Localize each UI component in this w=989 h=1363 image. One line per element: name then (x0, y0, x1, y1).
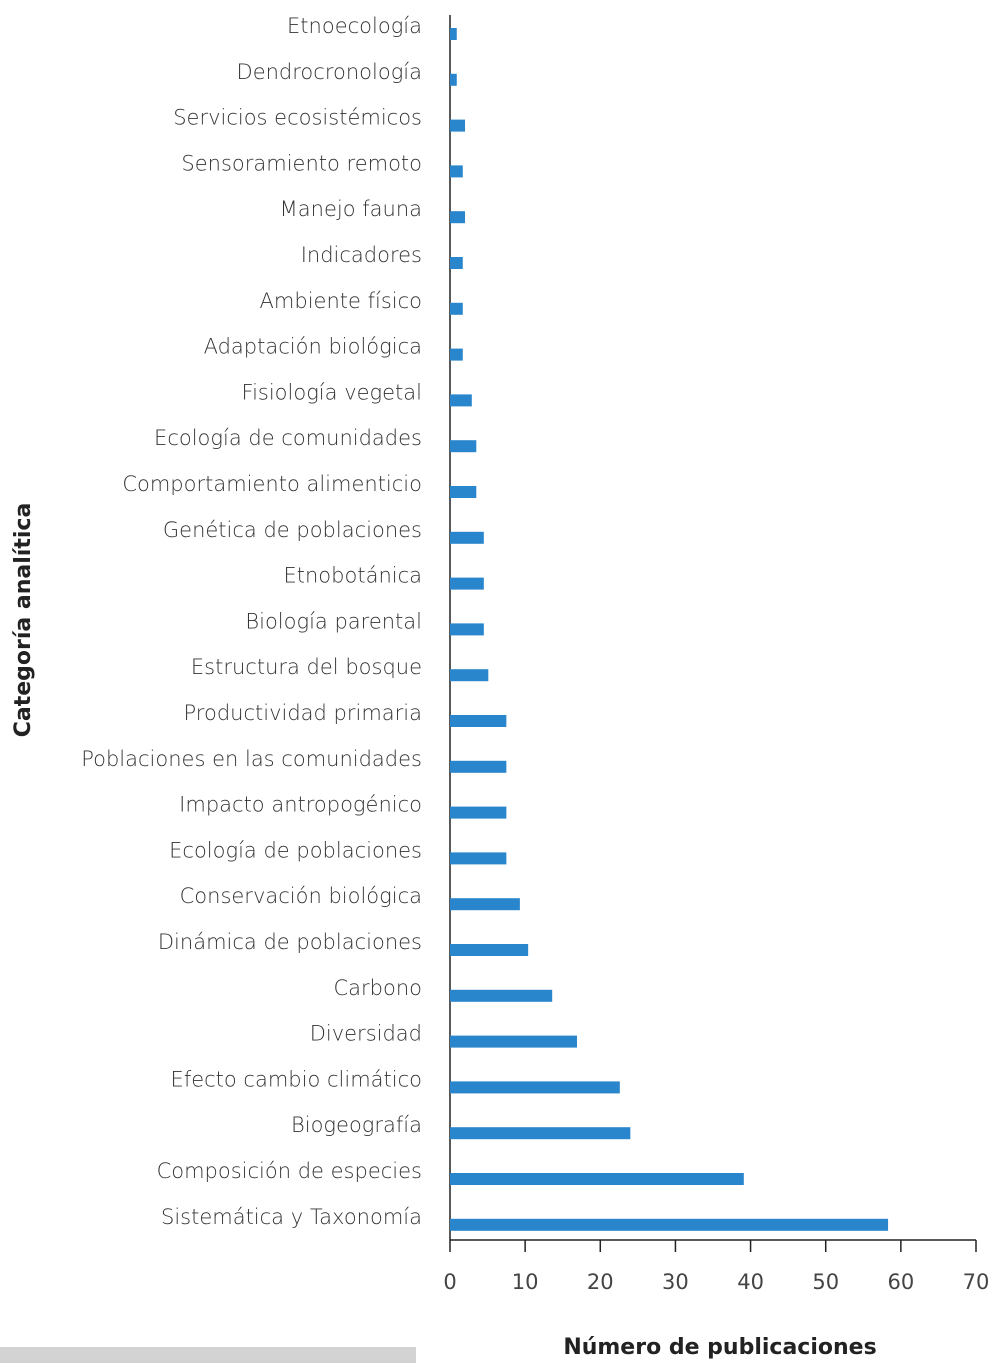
x-axis-label: Número de publicaciones (563, 1335, 876, 1360)
bar (450, 852, 507, 865)
bar (450, 944, 529, 956)
y-tick-label: Estructura del bosque (191, 655, 422, 679)
bar (450, 73, 457, 86)
bar (450, 302, 463, 315)
y-tick-label: Poblaciones en las comunidades (81, 747, 422, 771)
bar (450, 531, 484, 544)
x-tick-label: 10 (512, 1270, 539, 1294)
bar (450, 623, 484, 636)
y-tick-label: Composición de especies (157, 1159, 422, 1183)
x-tick-label: 50 (812, 1270, 839, 1294)
x-tick-label: 0 (443, 1270, 456, 1294)
bar (450, 394, 472, 407)
y-tick-label: Productividad primaria (184, 701, 423, 725)
y-tick-label: Comportamiento alimenticio (122, 472, 422, 496)
bar (450, 211, 466, 224)
bar (450, 1035, 577, 1048)
y-tick-label: Biología parental (245, 609, 422, 633)
bar (450, 577, 484, 590)
y-tick-label: Sistemática y Taxonomía (161, 1205, 422, 1229)
y-tick-label: Sensoramiento remoto (181, 151, 422, 175)
bar (450, 898, 520, 911)
bar (450, 1081, 620, 1094)
y-tick-label: Dendrocronología (237, 60, 422, 84)
y-tick-label: Adaptación biológica (204, 335, 422, 359)
footer-bar (0, 1347, 416, 1363)
y-tick-label: Servicios ecosistémicos (173, 106, 422, 130)
y-tick-label: Conservación biológica (180, 884, 422, 908)
y-tick-label: Fisiología vegetal (242, 380, 422, 404)
bar (450, 760, 507, 773)
bar (450, 165, 463, 178)
y-tick-label: Efecto cambio climático (171, 1067, 422, 1091)
bar (450, 119, 466, 132)
y-axis-label: Categoría analítica (11, 503, 36, 738)
bar (450, 715, 507, 727)
y-tick-label: Dinámica de poblaciones (158, 930, 422, 954)
y-tick-label: Ecología de poblaciones (169, 838, 422, 862)
y-tick-label: Manejo fauna (280, 197, 422, 221)
y-tick-label: Etnoecología (287, 14, 422, 38)
x-tick-label: 30 (662, 1270, 689, 1294)
bar (450, 28, 457, 40)
x-tick-label: 20 (587, 1270, 614, 1294)
bar (450, 486, 477, 498)
y-tick-label: Ecología de comunidades (154, 426, 422, 450)
y-tick-label: Ambiente físico (260, 289, 422, 313)
bar (450, 440, 477, 453)
bar (450, 806, 507, 819)
y-tick-label: Biogeografía (291, 1113, 422, 1137)
y-tick-label: Carbono (333, 976, 422, 1000)
x-tick-label: 60 (887, 1270, 914, 1294)
y-tick-label: Indicadores (301, 243, 422, 267)
bar (450, 1173, 744, 1185)
bar (450, 1218, 889, 1231)
y-tick-label: Genética de poblaciones (163, 518, 422, 542)
y-tick-label: Impacto antropogénico (179, 793, 422, 817)
y-tick-label: Diversidad (310, 1022, 422, 1046)
bar (450, 1127, 631, 1140)
y-tick-label: Etnobotánica (284, 564, 423, 588)
bar (450, 257, 463, 269)
bar (450, 669, 489, 682)
bar (450, 989, 553, 1002)
bar (450, 348, 463, 361)
x-tick-label: 70 (963, 1270, 989, 1294)
x-tick-label: 40 (737, 1270, 764, 1294)
